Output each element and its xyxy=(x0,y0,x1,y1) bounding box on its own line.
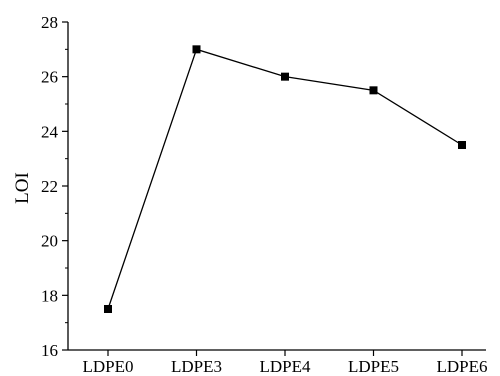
y-axis-ticks: 16 18 20 22 24 26 28 xyxy=(41,13,68,360)
x-tick-label: LDPE3 xyxy=(171,357,222,376)
y-tick-label: 26 xyxy=(41,68,58,87)
series-line xyxy=(107,48,463,310)
y-tick-label: 24 xyxy=(41,122,59,141)
x-tick-label: LDPE0 xyxy=(83,357,134,376)
x-tick-label: LDPE4 xyxy=(260,357,312,376)
x-tick-label: LDPE5 xyxy=(348,357,399,376)
data-point xyxy=(192,45,201,54)
series-layer xyxy=(104,45,466,313)
y-tick-label: 18 xyxy=(41,286,58,305)
y-tick-label: 16 xyxy=(41,341,58,360)
y-axis-label: LOI xyxy=(12,172,33,204)
y-tick-label: 28 xyxy=(41,13,58,32)
data-point xyxy=(104,305,112,313)
x-tick-label: LDPE6 xyxy=(437,357,488,376)
y-tick-label: 20 xyxy=(41,232,58,251)
x-axis-ticks: LDPE0 LDPE3 LDPE4 LDPE5 LDPE6 xyxy=(83,350,488,376)
plot-frame xyxy=(67,22,486,351)
data-point xyxy=(369,86,378,95)
data-point xyxy=(281,72,289,81)
data-point xyxy=(458,141,466,149)
y-tick-label: 22 xyxy=(41,177,58,196)
